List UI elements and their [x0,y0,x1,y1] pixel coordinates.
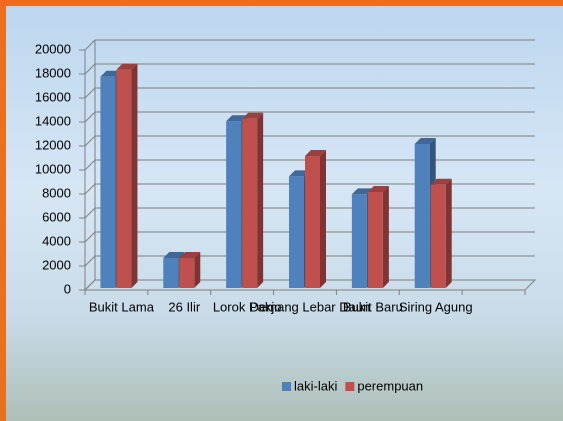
bar-side [445,178,452,288]
grid-line-side [84,87,96,99]
bar-side [131,63,138,288]
bar-top [226,115,248,122]
bar-top [242,112,264,119]
grid-line-side [84,111,96,123]
x-tick-label: Bukit Baru [343,299,403,314]
bar [367,192,383,288]
bar-top [116,63,138,70]
bar-top [289,170,310,177]
bar [163,258,179,288]
bar [351,194,367,288]
legend-label: laki-laki [294,378,337,393]
x-tick-label: Siring Agung [399,299,473,314]
bar-top [430,178,452,185]
bar [289,176,304,288]
bar [430,184,446,288]
y-tick-label: 20000 [35,41,71,56]
bar [242,118,258,288]
legend-label: perempuan [357,378,423,393]
bar-top [179,252,201,258]
y-tick-label: 18000 [35,65,71,80]
floor [83,279,537,291]
y-tick-label: 6000 [42,209,71,224]
bar [100,76,116,288]
bar-top [163,252,185,258]
bar-top [351,188,373,195]
grid-line-side [84,63,96,75]
legend-swatch [282,382,291,391]
y-tick-label: 2000 [42,257,71,272]
y-tick-label: 16000 [35,89,71,104]
bar-side [382,186,389,288]
bar-top [367,186,389,192]
grid-line-side [84,207,96,219]
grid-line-side [84,231,96,243]
bar-side [257,112,264,288]
grid-line-side [84,255,96,267]
y-tick-label: 4000 [42,233,71,248]
bar-top [305,150,326,156]
bar [305,156,320,288]
y-tick-label: 12000 [35,137,71,152]
x-tick-label: Demang Lebar Daun [250,299,371,314]
bar [116,69,132,288]
grid-line-side [84,39,96,51]
bar-top [414,138,436,144]
x-tick-label: Bukit Lama [89,299,155,314]
grid-line-side [84,183,96,195]
bar [414,144,430,288]
bar-top [100,70,122,77]
x-tick-label: Lorok Pakjo [213,299,282,314]
y-tick-label: 14000 [35,113,71,128]
bar [179,258,195,288]
grid-line-side [84,135,96,147]
y-tick-label: 0 [64,281,71,296]
legend-swatch [345,382,355,391]
bar-side [194,252,201,288]
y-tick-label: 8000 [42,185,71,200]
y-tick-label: 10000 [35,161,71,176]
bar [226,121,242,288]
bar-side [320,150,326,288]
grid-line-side [84,159,96,171]
x-tick-label: 26 Ilir [168,299,200,314]
